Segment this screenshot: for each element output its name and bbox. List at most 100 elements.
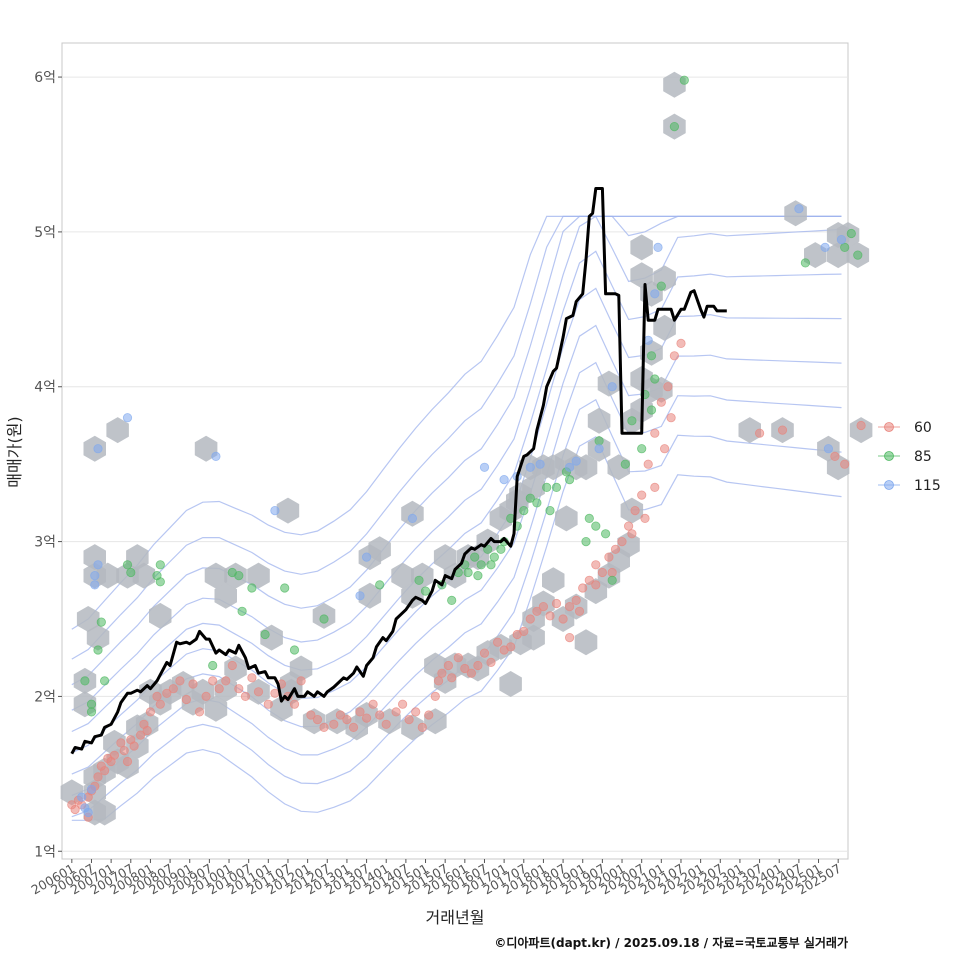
legend-label: 115 xyxy=(914,478,941,494)
point-series-85 xyxy=(260,629,270,640)
hexbin-cell xyxy=(401,582,424,609)
point-series-60 xyxy=(100,766,110,776)
point-series-115 xyxy=(361,552,372,562)
point-series-60 xyxy=(856,420,866,431)
point-series-85 xyxy=(525,493,535,503)
point-series-60 xyxy=(597,567,608,578)
hexbin-cell xyxy=(522,474,545,501)
point-series-60 xyxy=(348,722,359,733)
point-series-60 xyxy=(754,428,765,438)
x-axis-label: 거래년월 xyxy=(426,908,485,927)
hexbin-cell xyxy=(391,562,414,589)
point-series-85 xyxy=(237,606,247,616)
point-series-60 xyxy=(319,722,329,733)
point-series-85 xyxy=(532,498,542,508)
point-series-60 xyxy=(208,676,218,686)
hexbin-cell xyxy=(574,629,598,656)
point-series-85 xyxy=(420,586,431,596)
point-series-115 xyxy=(77,792,87,802)
point-series-85 xyxy=(669,122,680,132)
point-series-60 xyxy=(381,719,391,729)
point-series-60 xyxy=(289,699,300,709)
point-series-60 xyxy=(397,699,408,709)
y-tick-label: 1억 xyxy=(34,844,56,860)
hexbin-cell xyxy=(542,567,565,594)
point-series-115 xyxy=(594,444,604,454)
point-series-60 xyxy=(296,676,306,686)
hexbin-cell xyxy=(401,500,424,527)
y-axis-label: 매매가(원) xyxy=(5,416,24,487)
hexbin-cell xyxy=(368,536,391,563)
point-series-60 xyxy=(617,536,627,547)
point-series-60 xyxy=(142,725,152,736)
point-series-85 xyxy=(122,560,133,570)
hexbin-cell xyxy=(555,505,578,532)
point-series-115 xyxy=(90,570,100,581)
hexbin-cell xyxy=(630,262,653,289)
point-series-60 xyxy=(433,676,444,686)
point-series-60 xyxy=(538,601,549,612)
hexbin-cell xyxy=(433,544,457,571)
point-series-60 xyxy=(411,707,421,717)
point-series-60 xyxy=(519,626,529,637)
point-series-85 xyxy=(551,482,562,492)
point-series-60 xyxy=(564,601,575,612)
point-series-85 xyxy=(594,436,604,446)
point-series-60 xyxy=(525,614,535,624)
point-series-60 xyxy=(443,660,453,671)
point-series-85 xyxy=(375,580,385,590)
point-series-60 xyxy=(492,637,503,647)
hexbin-cell xyxy=(738,417,761,444)
point-series-85 xyxy=(319,614,329,624)
point-series-60 xyxy=(578,583,588,593)
point-series-60 xyxy=(574,606,585,616)
legend: 60 85 115 xyxy=(878,420,941,494)
point-series-85 xyxy=(414,575,424,585)
scatter-points xyxy=(67,75,866,822)
hexbin-cell xyxy=(247,562,270,589)
point-series-60 xyxy=(551,598,562,609)
hexbin-cell xyxy=(849,417,873,444)
point-series-60 xyxy=(777,425,788,435)
point-series-60 xyxy=(368,699,378,709)
point-series-115 xyxy=(820,242,830,252)
point-series-60 xyxy=(152,691,162,702)
point-series-115 xyxy=(535,459,545,469)
point-series-115 xyxy=(499,474,509,485)
hexbin-cell xyxy=(106,417,129,444)
point-series-115 xyxy=(90,580,100,590)
point-series-60 xyxy=(201,691,211,702)
point-series-85 xyxy=(627,416,637,426)
point-series-60 xyxy=(116,738,126,748)
hexbin-cell xyxy=(204,562,228,589)
point-series-60 xyxy=(637,490,647,500)
hexbin-cell xyxy=(86,624,110,651)
legend-swatch xyxy=(884,480,894,490)
point-series-60 xyxy=(375,710,385,720)
point-series-85 xyxy=(208,660,218,671)
point-series-85 xyxy=(650,374,660,384)
point-series-60 xyxy=(473,660,483,671)
point-series-85 xyxy=(473,570,483,581)
point-series-60 xyxy=(447,673,457,683)
point-series-60 xyxy=(221,676,231,686)
point-series-85 xyxy=(637,444,647,454)
point-series-60 xyxy=(247,673,257,683)
point-series-85 xyxy=(126,567,136,578)
point-series-85 xyxy=(542,482,552,492)
point-series-85 xyxy=(247,583,257,593)
density-contour xyxy=(71,435,842,821)
hexbin-cell xyxy=(132,562,156,589)
point-series-115 xyxy=(653,242,663,252)
density-contour xyxy=(71,324,842,775)
point-series-115 xyxy=(571,456,581,466)
plot-panel xyxy=(61,42,849,860)
point-series-60 xyxy=(669,351,680,361)
trend-line xyxy=(70,187,727,755)
point-series-60 xyxy=(155,699,165,709)
point-series-60 xyxy=(119,745,129,756)
point-series-60 xyxy=(437,668,447,678)
hexbin-cell xyxy=(93,799,116,826)
hexbin-cell xyxy=(653,314,676,341)
point-series-115 xyxy=(355,591,365,601)
